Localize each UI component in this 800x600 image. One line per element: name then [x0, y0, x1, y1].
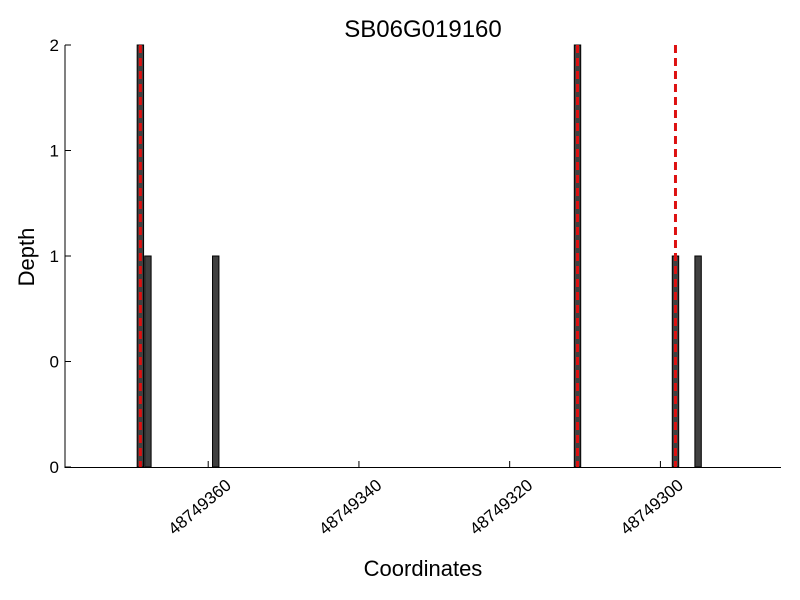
x-tick-label: 48749340: [315, 476, 385, 539]
y-axis-label: Depth: [14, 228, 39, 287]
y-tick-label: 1: [50, 247, 59, 266]
y-tick-label: 0: [50, 353, 59, 372]
y-tick-label: 2: [50, 36, 59, 55]
y-tick-label: 1: [50, 142, 59, 161]
depth-bar: [212, 255, 220, 468]
y-tick-label: 0: [50, 458, 59, 477]
bars-layer: [136, 44, 702, 468]
chart-title: SB06G019160: [344, 16, 501, 43]
markers-layer: [138, 45, 677, 467]
x-axis-label: Coordinates: [364, 556, 483, 581]
depth-bar: [694, 255, 702, 468]
y-ticks: 0 0 1 1 2: [50, 36, 71, 477]
x-tick-label: 48749360: [165, 476, 235, 539]
x-ticks: 48749360 48749340 48749320 48749300: [165, 461, 687, 539]
depth-bar: [144, 255, 152, 468]
x-tick-label: 48749300: [617, 476, 687, 539]
x-tick-label: 48749320: [466, 476, 536, 539]
